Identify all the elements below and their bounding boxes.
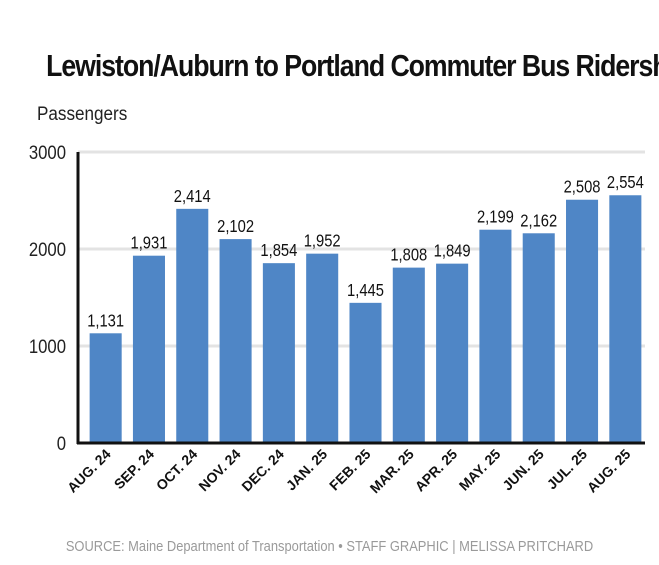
x-tick-label: NOV. 24 bbox=[195, 446, 244, 495]
bar bbox=[262, 263, 295, 443]
data-label: 1,808 bbox=[390, 245, 427, 265]
data-label: 1,952 bbox=[304, 231, 341, 251]
x-tick-label: MAY. 25 bbox=[456, 446, 504, 494]
x-tick-label: DEC. 24 bbox=[238, 446, 287, 495]
x-tick-label: JAN. 25 bbox=[283, 446, 331, 494]
data-label: 2,162 bbox=[520, 211, 557, 231]
data-label: 2,102 bbox=[217, 217, 254, 237]
x-tick-label: JUN. 25 bbox=[499, 446, 547, 494]
bar bbox=[132, 255, 165, 443]
data-label: 1,849 bbox=[434, 241, 471, 261]
data-label: 1,131 bbox=[87, 311, 124, 331]
bar bbox=[349, 302, 382, 443]
x-tick-label: APR. 25 bbox=[412, 446, 461, 495]
data-label: 2,414 bbox=[174, 187, 211, 207]
bar bbox=[479, 229, 512, 443]
bar bbox=[89, 333, 122, 443]
data-label: 2,199 bbox=[477, 207, 514, 227]
bar bbox=[219, 239, 252, 443]
bar-chart: 0 1000 2000 3000 1,131 AUG. 24 1,931 SEP. 24 2,4… bbox=[29, 142, 645, 497]
x-tick-label: AUG. 25 bbox=[584, 446, 634, 496]
bar bbox=[566, 199, 599, 443]
data-label: 2,554 bbox=[607, 173, 644, 193]
chart-title: Lewiston/Auburn to Portland Commuter Bus… bbox=[46, 48, 659, 83]
data-label: 1,445 bbox=[347, 281, 384, 301]
y-axis-label: Passengers bbox=[37, 104, 128, 125]
y-tick-label: 1000 bbox=[29, 336, 66, 357]
bar bbox=[306, 253, 339, 443]
data-label: 2,508 bbox=[564, 177, 601, 197]
y-tick-label: 2000 bbox=[29, 239, 66, 260]
x-tick-label: AUG. 24 bbox=[64, 446, 114, 496]
data-label: 1,931 bbox=[131, 233, 168, 253]
bar bbox=[392, 267, 425, 443]
data-label: 1,854 bbox=[260, 241, 297, 261]
bar bbox=[522, 233, 555, 443]
bar bbox=[609, 195, 642, 443]
x-tick-label: OCT. 24 bbox=[153, 446, 201, 494]
y-tick-label: 3000 bbox=[29, 142, 66, 163]
x-tick-label: MAR. 25 bbox=[367, 446, 418, 497]
y-tick-label: 0 bbox=[57, 433, 66, 454]
source-credit: SOURCE: Maine Department of Transportati… bbox=[65, 538, 594, 555]
x-tick-label: SEP. 24 bbox=[111, 446, 158, 493]
bar bbox=[436, 263, 469, 443]
bar bbox=[176, 208, 209, 443]
